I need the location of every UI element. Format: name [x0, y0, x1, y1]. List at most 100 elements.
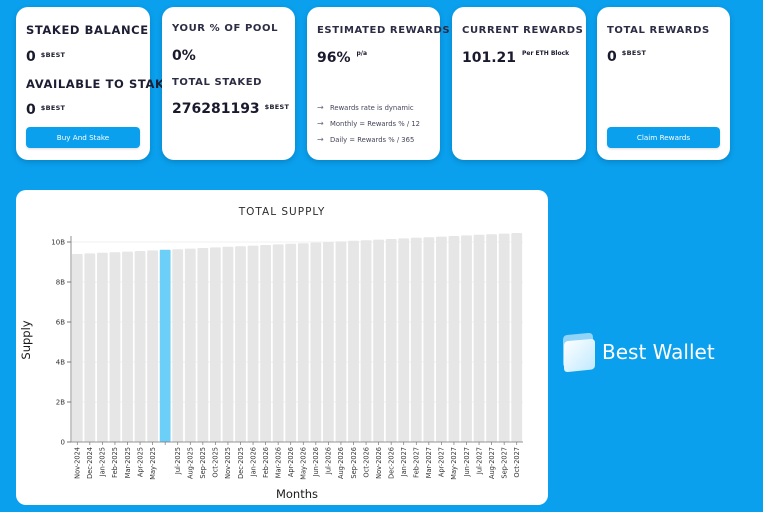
- arrow-right-icon: →: [317, 135, 324, 144]
- supply-bar[interactable]: [172, 249, 184, 442]
- supply-bar[interactable]: [84, 253, 96, 442]
- total-supply-chart: TOTAL SUPPLY 0 2B 4B 6B 8B 10B Nov-2024 Dec-202…: [16, 190, 548, 505]
- supply-bar[interactable]: [348, 240, 359, 442]
- estimated-rewards-card: ESTIMATED REWARDS 96% p/a → Rewards rate i…: [307, 7, 450, 160]
- pool-percent-value: 0%: [172, 48, 196, 64]
- estimated-rewards-label: ESTIMATED REWARDS: [317, 25, 451, 36]
- x-tick-label: Oct-2025: [212, 447, 220, 478]
- total-rewards-unit: $BEST: [621, 49, 647, 57]
- x-tick-label: Dec-2025: [237, 447, 245, 479]
- x-tick-label: Jan-2026: [249, 447, 257, 477]
- supply-bar[interactable]: [109, 252, 121, 442]
- x-tick-label: Apr-2025: [136, 447, 144, 477]
- x-tick-label: Aug-2026: [337, 447, 345, 479]
- x-tick-label: Oct-2027: [513, 447, 521, 478]
- current-rewards-value: 101.21 Per ETH Block: [462, 50, 570, 66]
- estimated-rewards-value: 96% p/a: [317, 50, 368, 66]
- rewards-note: → Rewards rate is dynamic: [317, 103, 414, 112]
- buy-and-stake-button[interactable]: Buy And Stake: [26, 127, 140, 148]
- supply-bar[interactable]: [159, 249, 171, 442]
- pool-share-card: YOUR % OF POOL 0% TOTAL STAKED 276281193…: [162, 7, 295, 160]
- supply-bar[interactable]: [486, 234, 498, 442]
- supply-bar[interactable]: [184, 248, 196, 442]
- y-tick-label: 10B: [51, 239, 65, 247]
- total-rewards-label: TOTAL REWARDS: [607, 25, 710, 36]
- x-tick-label: Jun-2026: [312, 447, 320, 477]
- supply-bar[interactable]: [222, 246, 234, 442]
- supply-bar[interactable]: [285, 243, 297, 442]
- x-tick-label: Jul-2025: [174, 447, 182, 475]
- x-tick-label: Mar-2026: [274, 447, 282, 478]
- arrow-right-icon: →: [317, 119, 324, 128]
- supply-bar[interactable]: [335, 241, 347, 442]
- supply-bar[interactable]: [423, 237, 435, 442]
- supply-bar[interactable]: [122, 251, 133, 442]
- x-tick-label: Oct-2026: [362, 447, 370, 478]
- supply-bar[interactable]: [385, 239, 397, 442]
- total-rewards-card: TOTAL REWARDS 0 $BEST Claim Rewards: [597, 7, 730, 160]
- x-tick-label: Jul-2027: [475, 447, 483, 475]
- current-rewards-label: CURRENT REWARDS: [462, 25, 584, 36]
- x-tick-label: Mar-2027: [425, 447, 433, 478]
- staked-balance-unit: $BEST: [40, 51, 66, 59]
- x-axis-title: Months: [276, 487, 318, 501]
- x-tick-label: May-2027: [450, 447, 458, 480]
- available-to-stake-unit: $BEST: [40, 104, 66, 112]
- y-axis-title: Supply: [19, 320, 33, 359]
- supply-bar[interactable]: [235, 246, 246, 442]
- rewards-note: → Monthly = Rewards % / 12: [317, 119, 420, 128]
- supply-bar[interactable]: [461, 235, 472, 442]
- rewards-note: → Daily = Rewards % / 365: [317, 135, 415, 144]
- supply-bar[interactable]: [272, 244, 284, 442]
- x-tick-label: Mar-2025: [124, 447, 132, 478]
- supply-bar[interactable]: [398, 238, 410, 442]
- x-tick-label: Aug-2027: [488, 447, 496, 479]
- supply-bar[interactable]: [260, 245, 272, 442]
- x-tick-label: Jul-2026: [325, 447, 333, 475]
- x-tick-label: Jan-2025: [99, 447, 107, 477]
- total-rewards-value: 0 $BEST: [607, 49, 647, 65]
- wallet-logo-icon: [563, 332, 595, 373]
- available-to-stake-value: 0 $BEST: [26, 102, 66, 118]
- x-tick-label: Jun-2027: [463, 447, 471, 477]
- x-tick-label: May-2025: [149, 447, 157, 480]
- arrow-right-icon: →: [317, 103, 324, 112]
- y-tick-label: 4B: [56, 359, 65, 367]
- claim-rewards-button[interactable]: Claim Rewards: [607, 127, 720, 148]
- supply-bar[interactable]: [147, 250, 159, 442]
- x-tick-label: Feb-2025: [111, 447, 119, 478]
- supply-bar[interactable]: [373, 239, 385, 442]
- staked-balance-card: STAKED BALANCE 0 $BEST AVAILABLE TO STAKE…: [16, 7, 172, 160]
- supply-bar[interactable]: [322, 242, 334, 442]
- chart-title: TOTAL SUPPLY: [238, 206, 326, 218]
- y-tick-label: 2B: [56, 399, 65, 407]
- supply-bar[interactable]: [473, 234, 485, 442]
- y-tick-label: 8B: [56, 279, 65, 287]
- x-tick-label: Nov-2025: [224, 447, 232, 479]
- supply-bar[interactable]: [360, 240, 372, 442]
- x-tick-label: May-2026: [300, 447, 308, 480]
- x-tick-label: Nov-2026: [375, 447, 383, 479]
- supply-bar[interactable]: [297, 243, 309, 442]
- staked-balance-label: STAKED BALANCE: [26, 23, 149, 37]
- supply-bar[interactable]: [134, 251, 146, 442]
- x-tick-label: Dec-2024: [86, 447, 94, 479]
- supply-bar[interactable]: [435, 236, 447, 442]
- x-tick-label: Apr-2026: [287, 447, 295, 477]
- total-staked-label: TOTAL STAKED: [172, 77, 263, 88]
- total-supply-bar-chart: 0 2B 4B 6B 8B 10B Nov-2024 Dec-2024 Jan-2025 Feb-…: [19, 233, 523, 501]
- supply-bar[interactable]: [197, 248, 209, 442]
- x-tick-label: Jan-2027: [400, 447, 408, 477]
- supply-bar[interactable]: [96, 252, 108, 442]
- supply-bar[interactable]: [498, 233, 510, 442]
- supply-bar[interactable]: [511, 233, 523, 442]
- supply-bar[interactable]: [71, 254, 83, 442]
- supply-bar[interactable]: [247, 245, 259, 442]
- supply-bar[interactable]: [209, 247, 221, 442]
- supply-bar[interactable]: [410, 237, 422, 442]
- best-wallet-logo: Best Wallet: [561, 331, 741, 375]
- x-tick-label: Sep-2025: [199, 447, 207, 479]
- supply-bar[interactable]: [310, 242, 322, 442]
- supply-bar[interactable]: [448, 236, 460, 442]
- y-tick-label: 0: [61, 439, 65, 447]
